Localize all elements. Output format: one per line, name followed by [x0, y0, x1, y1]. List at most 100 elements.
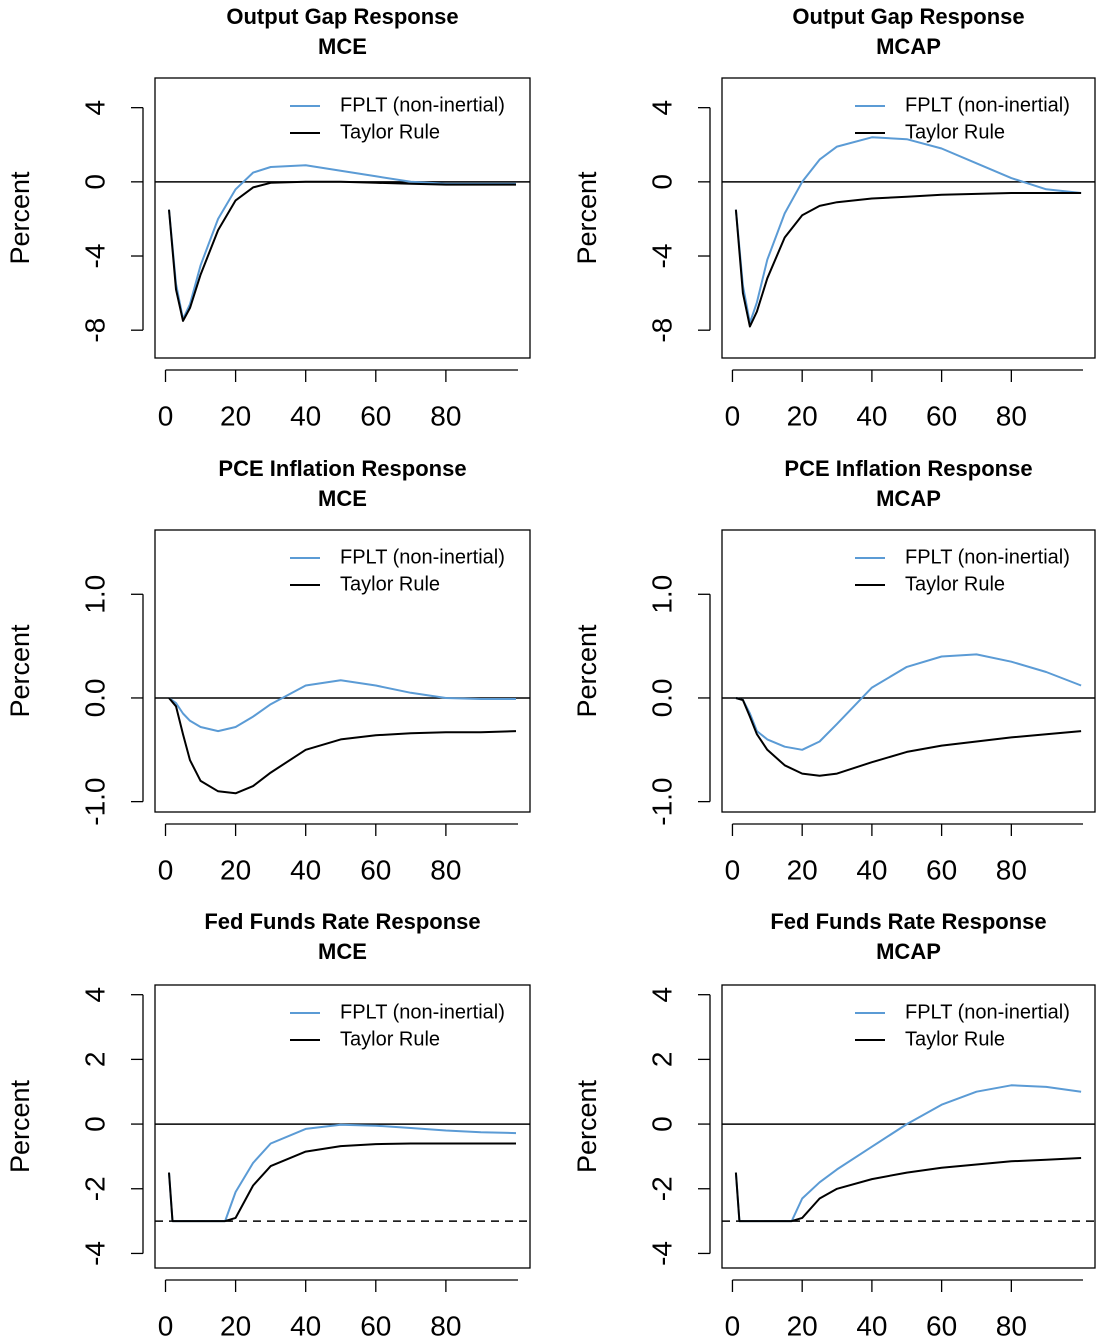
y-tick-label: 0	[646, 1116, 677, 1132]
chart-title: Output Gap Response	[226, 4, 458, 29]
plot-area	[722, 1084, 1095, 1223]
y-tick-label: -1.0	[79, 778, 110, 826]
x-tick-label: 0	[725, 854, 741, 885]
legend-label: Taylor Rule	[905, 573, 1005, 595]
plot-area	[722, 653, 1095, 777]
series-line	[168, 1123, 517, 1223]
y-tick-label: -4	[79, 1241, 110, 1266]
legend-label: FPLT (non-inertial)	[340, 94, 505, 116]
x-tick-label: 0	[158, 854, 174, 885]
panel: PCE Inflation Response MCE Percent -1.0 0.0 1…	[5, 456, 531, 885]
series-line	[168, 697, 517, 795]
legend-label: Taylor Rule	[340, 1028, 440, 1050]
plot-frame	[154, 984, 531, 1269]
x-tick-label: 40	[856, 854, 887, 885]
plot-area	[155, 1123, 530, 1223]
y-tick-label: 4	[79, 987, 110, 1003]
x-tick-label: 40	[290, 1310, 321, 1341]
x-tick-label: 40	[856, 400, 887, 431]
x-tick-label: 80	[996, 1310, 1027, 1341]
x-tick-label: 0	[158, 400, 174, 431]
y-tick-label: -1.0	[646, 778, 677, 826]
series-line	[168, 164, 516, 321]
x-tick-label: 20	[787, 1310, 818, 1341]
legend-label: FPLT (non-inertial)	[905, 546, 1070, 568]
x-tick-label: 40	[290, 854, 321, 885]
chart-subtitle: MCE	[318, 486, 367, 511]
y-axis-label: Percent	[5, 171, 35, 265]
series-line	[734, 192, 1082, 328]
plot-frame	[721, 984, 1096, 1269]
y-tick-label: 0	[646, 174, 677, 190]
x-tick-label: 0	[725, 400, 741, 431]
legend-label: Taylor Rule	[905, 121, 1005, 143]
chart-title: Fed Funds Rate Response	[770, 909, 1046, 934]
chart-title: PCE Inflation Response	[784, 456, 1032, 481]
y-tick-label: 2	[646, 1052, 677, 1068]
x-tick-label: 20	[220, 1310, 251, 1341]
x-tick-label: 20	[787, 400, 818, 431]
series-line	[735, 653, 1082, 751]
x-tick-label: 20	[787, 854, 818, 885]
legend-label: Taylor Rule	[905, 1028, 1005, 1050]
y-tick-label: 0.0	[79, 678, 110, 717]
y-axis-label: Percent	[5, 1079, 35, 1173]
chart-title: PCE Inflation Response	[218, 456, 466, 481]
plot-frame	[154, 529, 531, 813]
plot-area	[722, 136, 1095, 328]
series-line	[734, 136, 1082, 324]
chart-subtitle: MCAP	[876, 34, 941, 59]
x-tick-label: 40	[856, 1310, 887, 1341]
x-tick-label: 60	[360, 400, 391, 431]
panel: Fed Funds Rate Response MCE Percent -4 -2 0 2 4…	[5, 909, 531, 1341]
x-tick-label: 60	[926, 1310, 957, 1341]
series-line	[168, 180, 516, 322]
y-tick-label: 1.0	[79, 575, 110, 614]
chart-subtitle: MCAP	[876, 939, 941, 964]
chart-title: Fed Funds Rate Response	[204, 909, 480, 934]
x-tick-label: 60	[926, 854, 957, 885]
y-tick-label: 0	[79, 1116, 110, 1132]
legend-label: FPLT (non-inertial)	[340, 546, 505, 568]
legend-label: Taylor Rule	[340, 573, 440, 595]
series-line	[734, 1084, 1082, 1223]
legend-label: FPLT (non-inertial)	[905, 94, 1070, 116]
series-line	[168, 1142, 516, 1223]
plot-area	[155, 164, 530, 322]
y-tick-label: 1.0	[646, 575, 677, 614]
y-tick-label: -4	[646, 1241, 677, 1266]
x-tick-label: 60	[926, 400, 957, 431]
chart-subtitle: MCE	[318, 939, 367, 964]
y-tick-label: 4	[79, 100, 110, 116]
x-tick-label: 80	[996, 400, 1027, 431]
series-line	[168, 679, 516, 733]
y-tick-label: -8	[79, 318, 110, 343]
y-tick-label: 0.0	[646, 678, 677, 717]
y-tick-label: 2	[79, 1052, 110, 1068]
y-tick-label: -2	[646, 1176, 677, 1201]
x-tick-label: 20	[220, 854, 251, 885]
plot-frame	[721, 529, 1096, 813]
legend-label: Taylor Rule	[340, 121, 440, 143]
plot-frame	[154, 77, 531, 359]
x-tick-label: 60	[360, 854, 391, 885]
chart-subtitle: MCAP	[876, 486, 941, 511]
x-tick-label: 80	[430, 1310, 461, 1341]
y-tick-label: -4	[79, 244, 110, 269]
y-axis-label: Percent	[572, 624, 602, 718]
x-tick-label: 80	[430, 854, 461, 885]
y-axis-label: Percent	[5, 624, 35, 718]
series-line	[735, 697, 1082, 777]
chart-title: Output Gap Response	[792, 4, 1024, 29]
y-axis-label: Percent	[572, 1079, 602, 1173]
x-tick-label: 0	[158, 1310, 174, 1341]
y-tick-label: 4	[646, 987, 677, 1003]
legend-label: FPLT (non-inertial)	[340, 1001, 505, 1023]
x-tick-label: 20	[220, 400, 251, 431]
x-tick-label: 0	[725, 1310, 741, 1341]
plot-area	[155, 679, 530, 795]
y-tick-label: 0	[79, 174, 110, 190]
